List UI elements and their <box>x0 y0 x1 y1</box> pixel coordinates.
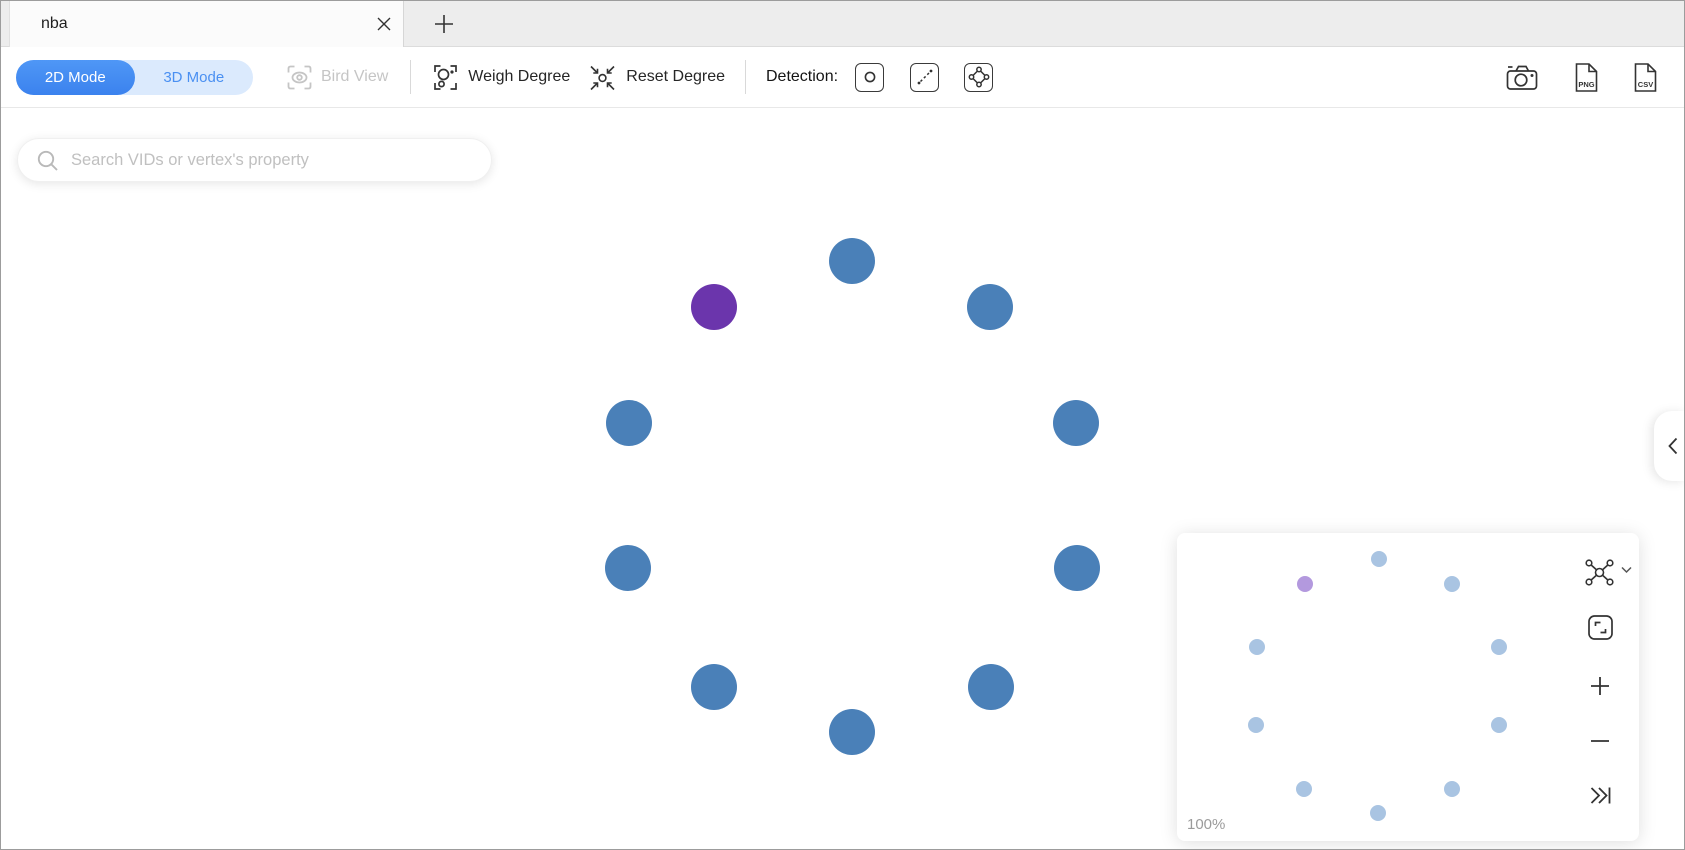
detection-loop-icon <box>968 66 989 88</box>
fit-view-icon <box>1588 615 1613 640</box>
graph-node[interactable] <box>691 664 737 710</box>
bird-view-button[interactable]: Bird View <box>286 64 388 91</box>
layout-mode-button[interactable] <box>1584 559 1615 586</box>
detection-label: Detection: <box>766 68 839 85</box>
graph-node[interactable] <box>829 709 875 755</box>
graph-node[interactable] <box>967 284 1013 330</box>
tab-close-button[interactable] <box>374 14 394 34</box>
reset-degree-button[interactable]: Reset Degree <box>587 62 725 93</box>
minimap-node <box>1297 576 1313 592</box>
graph-node[interactable] <box>829 238 875 284</box>
detection-loop-button[interactable] <box>964 62 994 92</box>
mode-2d-button[interactable]: 2D Mode <box>16 59 135 95</box>
zoom-out-button[interactable] <box>1589 730 1611 752</box>
graph-node[interactable] <box>605 545 651 591</box>
toolbar-divider <box>410 60 412 94</box>
png-file-icon: PNG <box>1575 62 1598 92</box>
minimap-node <box>1370 805 1386 821</box>
layout-dropdown-button[interactable] <box>1621 566 1632 574</box>
zoom-out-icon <box>1591 740 1609 742</box>
png-label: PNG <box>1578 80 1594 89</box>
detection-path-button[interactable] <box>910 62 940 92</box>
minimap-node <box>1491 639 1507 655</box>
graph-layout-icon <box>1585 559 1614 586</box>
minimap-node <box>1491 717 1507 733</box>
minimap-node <box>1248 717 1264 733</box>
mode-toggle: 2D Mode 3D Mode <box>16 59 254 95</box>
new-tab-button[interactable] <box>432 12 456 36</box>
zoom-in-button[interactable] <box>1589 675 1611 697</box>
detection-path-icon <box>917 69 932 85</box>
graph-node[interactable] <box>606 400 652 446</box>
weigh-degree-button[interactable]: Weigh Degree <box>431 63 570 92</box>
camera-icon <box>1506 65 1538 90</box>
minimap-node <box>1249 639 1265 655</box>
minimap-node <box>1371 551 1387 567</box>
weigh-degree-icon <box>434 64 458 90</box>
graph-node[interactable] <box>1054 545 1100 591</box>
screenshot-button[interactable] <box>1505 62 1540 92</box>
minimap-node <box>1444 576 1460 592</box>
export-csv-button[interactable]: CSV <box>1632 62 1658 93</box>
detection-vertex-button[interactable] <box>855 62 885 92</box>
tab-nba[interactable]: nba <box>9 1 404 47</box>
plus-icon <box>435 15 453 33</box>
reset-degree-label: Reset Degree <box>626 68 725 85</box>
reset-degree-icon <box>590 65 615 90</box>
chevron-down-icon <box>1621 566 1632 574</box>
collapse-right-icon <box>1590 787 1611 804</box>
search-icon <box>37 150 58 171</box>
export-png-button[interactable]: PNG <box>1573 62 1599 93</box>
tab-bar: nba <box>1 1 1684 47</box>
graph-node[interactable] <box>691 284 737 330</box>
search-input[interactable] <box>71 150 475 170</box>
tab-label: nba <box>41 15 68 32</box>
graph-node[interactable] <box>1053 400 1099 446</box>
toolbar: 2D Mode 3D Mode Bird View Weigh Degree <box>1 47 1684 108</box>
close-icon <box>377 17 391 31</box>
weigh-degree-label: Weigh Degree <box>468 68 571 85</box>
chevron-left-icon <box>1668 437 1678 455</box>
mode-3d-button[interactable]: 3D Mode <box>135 60 254 95</box>
toolbar-divider <box>745 60 746 94</box>
detection-vertex-icon <box>864 71 875 83</box>
zoom-level-label: 100% <box>1187 816 1226 833</box>
zoom-in-icon <box>1591 677 1609 695</box>
csv-label: CSV <box>1638 80 1653 89</box>
minimap-node <box>1444 781 1460 797</box>
minimap-node <box>1296 781 1312 797</box>
collapse-minimap-button[interactable] <box>1589 785 1612 806</box>
csv-file-icon: CSV <box>1634 62 1657 92</box>
search-bar <box>17 138 492 182</box>
bird-view-icon <box>287 65 312 89</box>
bird-view-label: Bird View <box>321 68 389 85</box>
export-group: PNG CSV <box>1505 62 1658 93</box>
minimap-preview <box>1177 533 1639 841</box>
expand-sidebar-handle[interactable] <box>1654 411 1684 481</box>
fit-view-button[interactable] <box>1586 613 1615 642</box>
minimap-panel: 100% <box>1177 533 1639 841</box>
graph-node[interactable] <box>968 664 1014 710</box>
